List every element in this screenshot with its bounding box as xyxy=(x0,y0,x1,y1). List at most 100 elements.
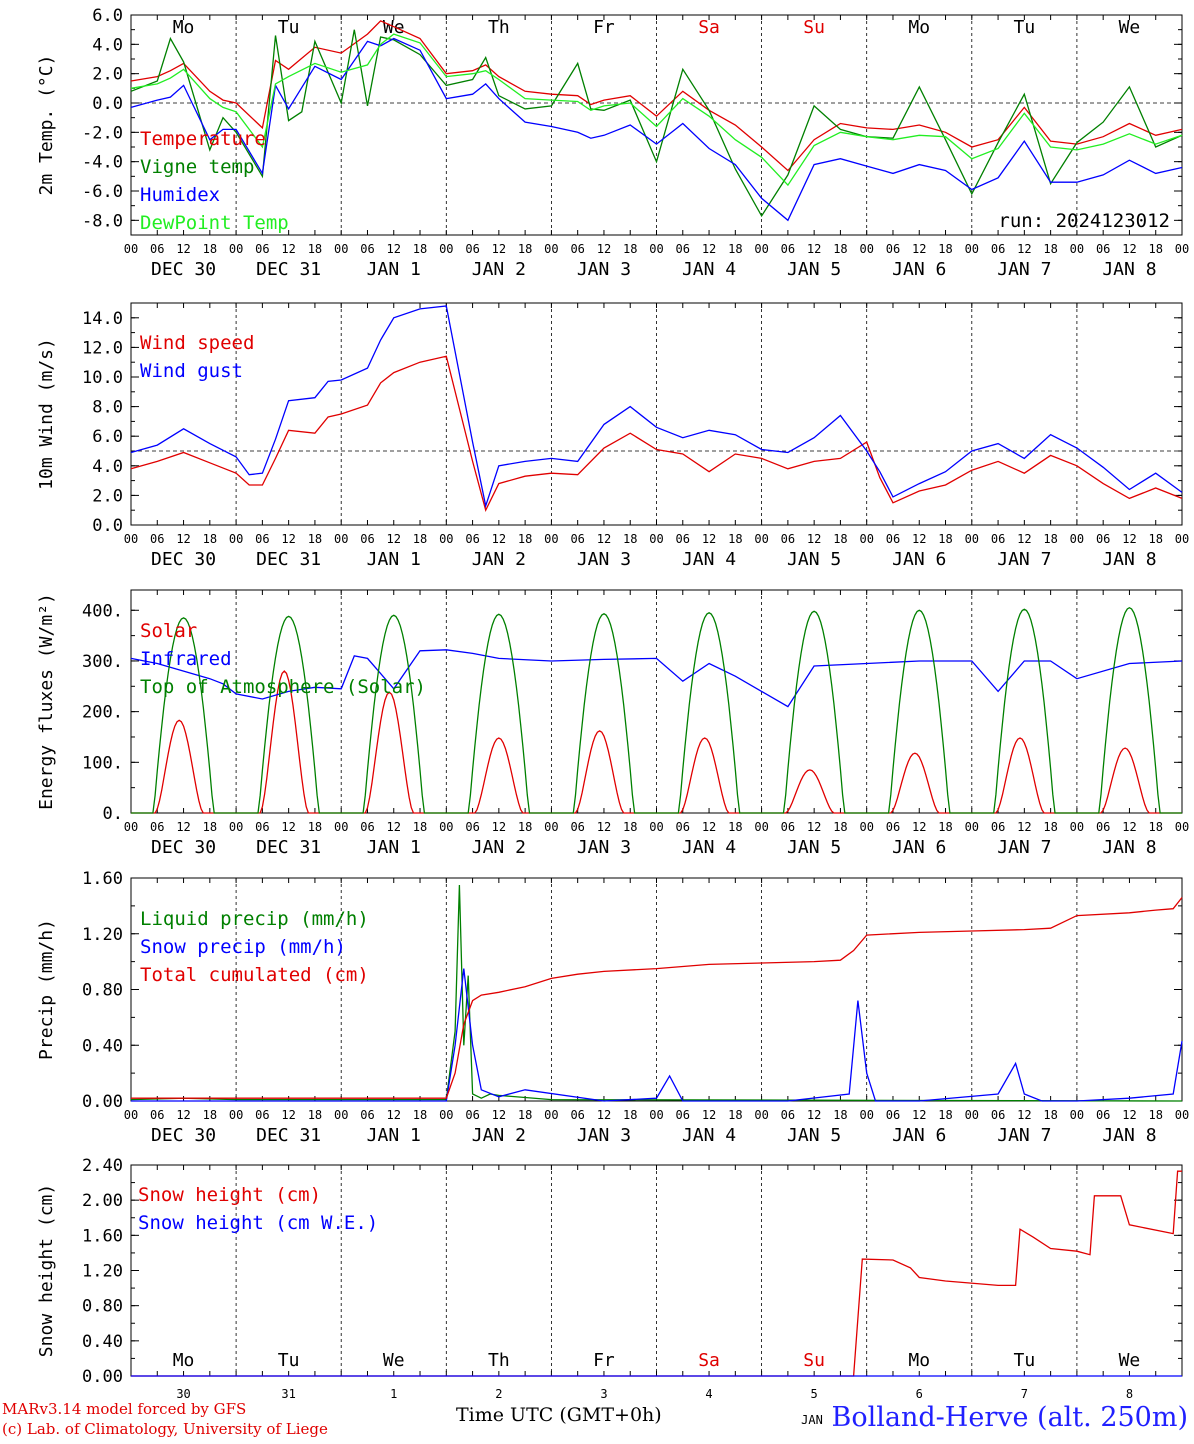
y-axis-label: Precip (mm/h) xyxy=(36,919,57,1060)
x-tick-label: 12 xyxy=(702,820,716,834)
panel-precip: 1.60 1.20 0.80 0.40 0.00 Precip (mm/h) 00 06 12 1… xyxy=(36,869,1189,1146)
x-tick-label: 00 xyxy=(334,1108,348,1122)
x-tick-label: 18 xyxy=(1043,820,1057,834)
x-tick-label: 18 xyxy=(938,1108,952,1122)
x-tick-label: 00 xyxy=(124,820,138,834)
x-tick-label: 00 xyxy=(965,242,979,256)
x-tick-label: 18 xyxy=(623,1108,637,1122)
x-tick-label: 12 xyxy=(176,242,190,256)
date-label: JAN 8 xyxy=(1102,549,1156,570)
x-tick-label: 18 xyxy=(1148,242,1162,256)
series-line-humidex xyxy=(130,37,1183,222)
x-tick-label: 06 xyxy=(570,532,584,546)
x-tick-label: 00 xyxy=(1070,532,1084,546)
weekday-label: Fr xyxy=(593,17,615,38)
x-tick-label: 12 xyxy=(912,820,926,834)
x-tick-label: 00 xyxy=(544,820,558,834)
day-number-label: 5 xyxy=(811,1387,818,1401)
x-tick-label: 06 xyxy=(991,1108,1005,1122)
y-tick-label: 0.80 xyxy=(82,1297,123,1317)
date-label: JAN 8 xyxy=(1102,1125,1156,1146)
x-tick-label: 18 xyxy=(413,820,427,834)
x-tick-label: 00 xyxy=(334,242,348,256)
weekday-label: Th xyxy=(488,17,510,38)
x-tick-label: 12 xyxy=(1122,1108,1136,1122)
date-label: DEC 30 xyxy=(151,549,216,570)
x-tick-label: 00 xyxy=(439,242,453,256)
x-tick-label: 06 xyxy=(1096,1108,1110,1122)
x-tick-label: 12 xyxy=(387,532,401,546)
y-tick-label: 4.0 xyxy=(92,35,123,55)
x-tick-label: 12 xyxy=(912,532,926,546)
x-tick-label: 12 xyxy=(912,1108,926,1122)
x-tick-label: 00 xyxy=(1175,820,1189,834)
x-tick-label: 00 xyxy=(754,242,768,256)
date-label: JAN 4 xyxy=(682,837,736,858)
y-tick-label: 1.20 xyxy=(82,1262,123,1282)
x-tick-label: 18 xyxy=(1043,1108,1057,1122)
x-tick-label: 12 xyxy=(702,1108,716,1122)
y-tick-label: 100. xyxy=(82,753,123,773)
x-tick-label: 06 xyxy=(781,820,795,834)
day-number-label: 6 xyxy=(916,1387,923,1401)
x-tick-label: 06 xyxy=(1096,820,1110,834)
x-tick-label: 12 xyxy=(281,820,295,834)
x-tick-label: 00 xyxy=(124,242,138,256)
date-label: DEC 31 xyxy=(256,549,321,570)
x-tick-label: 18 xyxy=(308,820,322,834)
date-label: JAN 4 xyxy=(682,549,736,570)
x-tick-label: 18 xyxy=(623,820,637,834)
x-tick-label: 00 xyxy=(859,242,873,256)
date-label: JAN 3 xyxy=(577,837,631,858)
date-label: DEC 31 xyxy=(256,259,321,280)
y-tick-label: 400. xyxy=(82,601,123,621)
legend-entry: Top of Atmosphere (Solar) xyxy=(140,676,426,698)
weekday-label: Sa xyxy=(698,1350,720,1371)
x-tick-label: 00 xyxy=(1175,242,1189,256)
x-tick-label: 06 xyxy=(991,242,1005,256)
x-tick-label: 12 xyxy=(492,242,506,256)
weekday-label: We xyxy=(1119,17,1141,38)
x-tick-label: 00 xyxy=(229,1108,243,1122)
x-tick-label: 06 xyxy=(360,1108,374,1122)
x-tick-label: 06 xyxy=(991,532,1005,546)
weekday-label: Mo xyxy=(908,1350,930,1371)
x-tick-label: 12 xyxy=(807,532,821,546)
day-number-label: 30 xyxy=(176,1387,190,1401)
run-label: run: 2024123012 xyxy=(998,210,1170,232)
x-tick-label: 06 xyxy=(886,820,900,834)
series-line-wind-speed xyxy=(130,355,1183,513)
x-tick-label: 06 xyxy=(150,532,164,546)
x-tick-label: 12 xyxy=(492,532,506,546)
date-label: JAN 7 xyxy=(997,837,1051,858)
date-label: JAN 6 xyxy=(892,549,946,570)
y-tick-label: 8.0 xyxy=(92,398,123,418)
x-tick-label: 00 xyxy=(544,242,558,256)
legend-entry: Total cumulated (cm) xyxy=(140,964,369,986)
weekday-label: We xyxy=(383,1350,405,1371)
x-tick-label: 12 xyxy=(281,242,295,256)
legend-entry: Solar xyxy=(140,620,197,642)
x-tick-label: 00 xyxy=(1175,1108,1189,1122)
x-tick-label: 00 xyxy=(1070,1108,1084,1122)
x-tick-label: 00 xyxy=(859,1108,873,1122)
x-tick-label: 06 xyxy=(150,242,164,256)
x-tick-label: 18 xyxy=(938,242,952,256)
x-tick-label: 00 xyxy=(965,1108,979,1122)
x-tick-label: 00 xyxy=(649,820,663,834)
weekday-label: Fr xyxy=(593,1350,615,1371)
x-tick-label: 18 xyxy=(413,1108,427,1122)
x-tick-label: 06 xyxy=(886,242,900,256)
y-axis-label: Energy fluxes (W/m²) xyxy=(36,593,57,810)
x-tick-label: 00 xyxy=(439,1108,453,1122)
legend-entry: Infrared xyxy=(140,648,232,670)
x-tick-label: 12 xyxy=(597,242,611,256)
series-line-infrared xyxy=(130,649,1183,708)
date-label: DEC 30 xyxy=(151,259,216,280)
series-line-wind-gust xyxy=(130,305,1183,509)
date-label: JAN 3 xyxy=(577,1125,631,1146)
series-line-top-of-atmosphere-solar- xyxy=(131,606,1182,814)
x-tick-label: 06 xyxy=(255,532,269,546)
weekday-label: Tu xyxy=(1014,1350,1036,1371)
